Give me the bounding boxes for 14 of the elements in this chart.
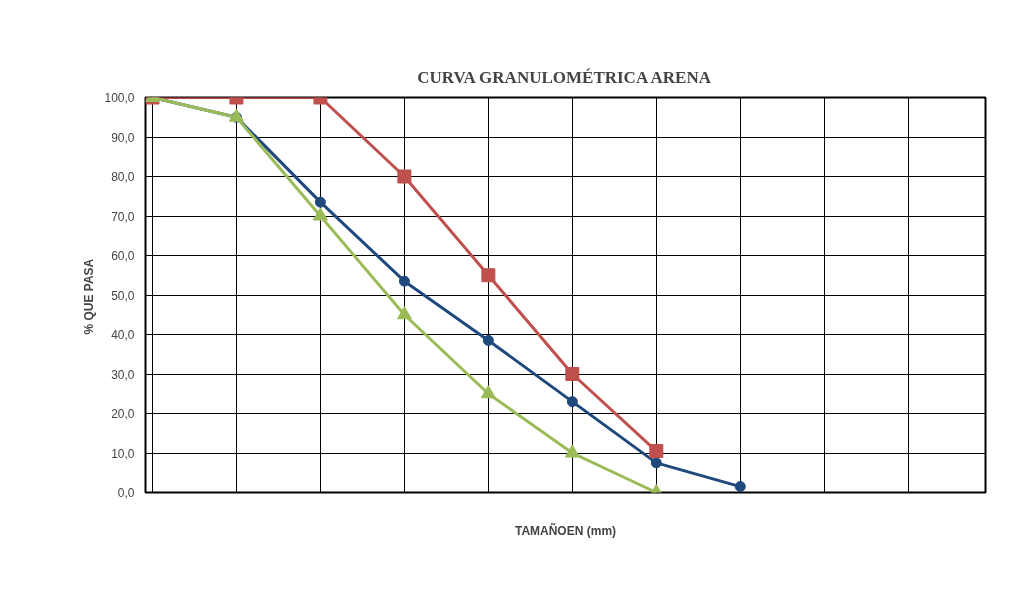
y-tick-label: 30,0 xyxy=(111,367,135,382)
y-tick-label: 60,0 xyxy=(111,249,135,263)
y-tick-label: 50,0 xyxy=(111,288,135,303)
chart-title: CURVA GRANULOMÉTRICA ARENA xyxy=(417,67,712,87)
x-axis-title: TAMAÑOEN (mm) xyxy=(514,522,617,538)
y-tick-label: 40,0 xyxy=(111,328,135,342)
y-tick-label: 10,0 xyxy=(111,446,135,461)
y-tick-label: 90,0 xyxy=(111,130,135,145)
y-tick-label: 70,0 xyxy=(111,209,135,224)
y-tick-label: 100,0 xyxy=(104,91,135,105)
y-tick-label: 80,0 xyxy=(111,170,135,184)
y-tick-label: 20,0 xyxy=(111,407,135,421)
y-axis-title: % QUE PASA xyxy=(82,258,97,335)
y-tick-label: 0,0 xyxy=(117,486,135,500)
